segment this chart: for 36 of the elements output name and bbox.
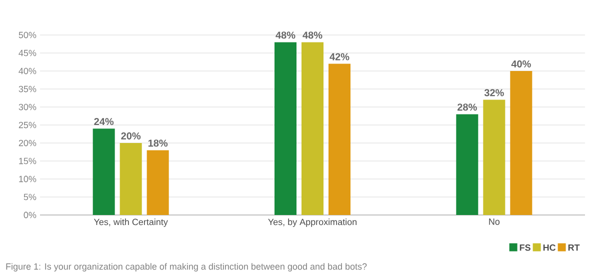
y-tick-label: 50% bbox=[18, 32, 36, 38]
legend-label: HC bbox=[543, 244, 556, 251]
y-tick-label: 35% bbox=[18, 86, 36, 92]
y-tick-label: 5% bbox=[24, 194, 36, 200]
y-tick-label: 10% bbox=[19, 176, 36, 182]
data-label: 48% bbox=[302, 32, 322, 39]
y-tick-label: 30% bbox=[18, 104, 36, 110]
y-tick-label: 25% bbox=[18, 122, 36, 128]
caption: Figure 1: Is your organization capable of making a distinction between good and bad bots? bbox=[6, 263, 367, 272]
bar bbox=[483, 100, 506, 215]
y-tick-label: 15% bbox=[19, 158, 36, 164]
x-tick-label: No bbox=[489, 218, 500, 225]
data-label: 32% bbox=[484, 89, 504, 96]
bar bbox=[510, 71, 532, 215]
data-label: 48% bbox=[276, 32, 296, 39]
bar bbox=[92, 128, 115, 215]
bar bbox=[274, 42, 296, 215]
data-label: 42% bbox=[330, 53, 350, 60]
y-tick-label: 0% bbox=[24, 212, 36, 218]
bar bbox=[120, 143, 142, 215]
x-tick-label: Yes, with Certainty bbox=[94, 218, 168, 227]
bar bbox=[302, 42, 324, 215]
data-label: 20% bbox=[121, 132, 141, 140]
legend-label: RT bbox=[568, 244, 580, 251]
data-label: 24% bbox=[94, 118, 114, 126]
data-label: 40% bbox=[511, 60, 531, 68]
y-tick-label: 20% bbox=[18, 140, 36, 146]
bar bbox=[146, 150, 169, 215]
data-label: 28% bbox=[458, 104, 477, 111]
y-tick-label: 40% bbox=[18, 68, 36, 74]
bar bbox=[456, 114, 478, 215]
legend-label: FS bbox=[520, 244, 530, 251]
x-tick-label: Yes, by Approximation bbox=[268, 218, 357, 227]
y-tick-label: 45% bbox=[18, 50, 36, 56]
data-label: 18% bbox=[148, 140, 168, 147]
bar bbox=[328, 64, 351, 215]
